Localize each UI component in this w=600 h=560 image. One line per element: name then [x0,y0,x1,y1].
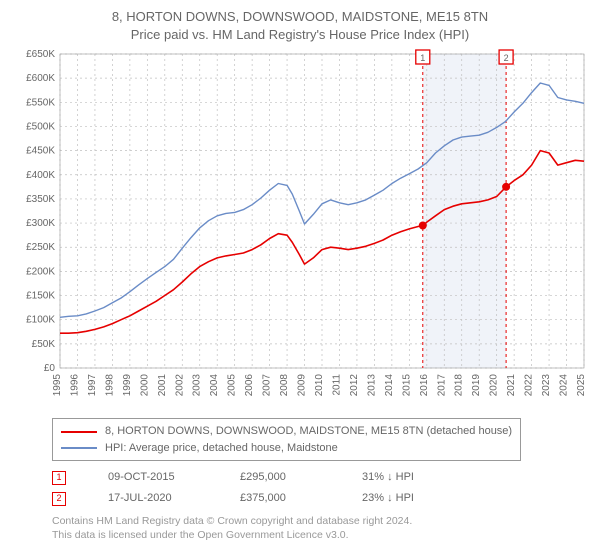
svg-text:£50K: £50K [32,339,56,350]
svg-text:£150K: £150K [26,291,55,302]
svg-text:2009: 2009 [297,374,308,397]
sale-row-1: 1 09-OCT-2015 £295,000 31% ↓ HPI [52,467,588,488]
svg-text:1995: 1995 [52,374,63,397]
svg-text:£350K: £350K [26,194,55,205]
svg-text:2016: 2016 [419,374,430,397]
sale-marker-2: 2 [52,492,66,506]
sale-delta-1: 31% ↓ HPI [362,467,414,488]
svg-text:2008: 2008 [279,374,290,397]
svg-text:2022: 2022 [524,374,535,397]
svg-text:1998: 1998 [104,374,115,397]
footer: Contains HM Land Registry data © Crown c… [52,515,588,542]
legend-swatch-2 [61,447,97,449]
chart-title: 8, HORTON DOWNS, DOWNSWOOD, MAIDSTONE, M… [12,8,588,44]
svg-text:2011: 2011 [331,374,342,396]
sale-row-2: 2 17-JUL-2020 £375,000 23% ↓ HPI [52,488,588,509]
svg-text:1: 1 [420,53,425,63]
title-line-1: 8, HORTON DOWNS, DOWNSWOOD, MAIDSTONE, M… [12,8,588,26]
legend-label-1: 8, HORTON DOWNS, DOWNSWOOD, MAIDSTONE, M… [105,423,512,440]
svg-text:£450K: £450K [26,146,55,157]
svg-text:1999: 1999 [122,374,133,397]
svg-text:£400K: £400K [26,170,55,181]
sale-delta-2: 23% ↓ HPI [362,488,414,509]
svg-text:2021: 2021 [506,374,517,397]
title-line-2: Price paid vs. HM Land Registry's House … [12,26,588,44]
legend-row-2: HPI: Average price, detached house, Maid… [61,440,512,457]
svg-text:2010: 2010 [314,374,325,397]
svg-text:1996: 1996 [69,374,80,397]
svg-text:2004: 2004 [209,374,220,397]
svg-text:£100K: £100K [26,315,55,326]
svg-text:2025: 2025 [576,374,587,397]
price-chart: £0 £50K £100K £150K £200K £250K £300K £350K £400… [12,48,588,408]
svg-text:£650K: £650K [26,49,55,60]
svg-text:2001: 2001 [157,374,168,397]
footer-line-1: Contains HM Land Registry data © Crown c… [52,515,588,529]
legend: 8, HORTON DOWNS, DOWNSWOOD, MAIDSTONE, M… [52,418,521,461]
svg-text:£300K: £300K [26,218,55,229]
svg-text:2005: 2005 [227,374,238,397]
sale-date-2: 17-JUL-2020 [108,488,198,509]
svg-text:2002: 2002 [174,374,185,397]
legend-swatch-1 [61,431,97,433]
svg-text:2012: 2012 [349,374,360,397]
svg-text:2015: 2015 [401,374,412,397]
legend-label-2: HPI: Average price, detached house, Maid… [105,440,338,457]
svg-text:2020: 2020 [489,374,500,397]
footer-line-2: This data is licensed under the Open Gov… [52,529,588,543]
svg-text:£0: £0 [44,363,56,374]
svg-text:£250K: £250K [26,243,55,254]
svg-text:2023: 2023 [541,374,552,397]
sale-date-1: 09-OCT-2015 [108,467,198,488]
sale-price-1: £295,000 [240,467,320,488]
svg-text:2003: 2003 [192,374,203,397]
svg-text:2017: 2017 [436,374,447,397]
sale-marker-1: 1 [52,471,66,485]
svg-text:£550K: £550K [26,98,55,109]
svg-text:2014: 2014 [384,374,395,397]
sales-table: 1 09-OCT-2015 £295,000 31% ↓ HPI 2 17-JU… [52,467,588,509]
svg-text:2024: 2024 [559,374,570,397]
svg-text:£200K: £200K [26,267,55,278]
svg-text:2000: 2000 [139,374,150,397]
svg-text:2013: 2013 [366,374,377,397]
svg-text:2019: 2019 [471,374,482,397]
svg-text:2006: 2006 [244,374,255,397]
svg-text:£500K: £500K [26,122,55,133]
sale-price-2: £375,000 [240,488,320,509]
svg-text:£600K: £600K [26,74,55,85]
svg-text:1997: 1997 [87,374,98,397]
svg-text:2: 2 [504,53,509,63]
legend-row-1: 8, HORTON DOWNS, DOWNSWOOD, MAIDSTONE, M… [61,423,512,440]
svg-text:2018: 2018 [454,374,465,397]
svg-text:2007: 2007 [262,374,273,397]
